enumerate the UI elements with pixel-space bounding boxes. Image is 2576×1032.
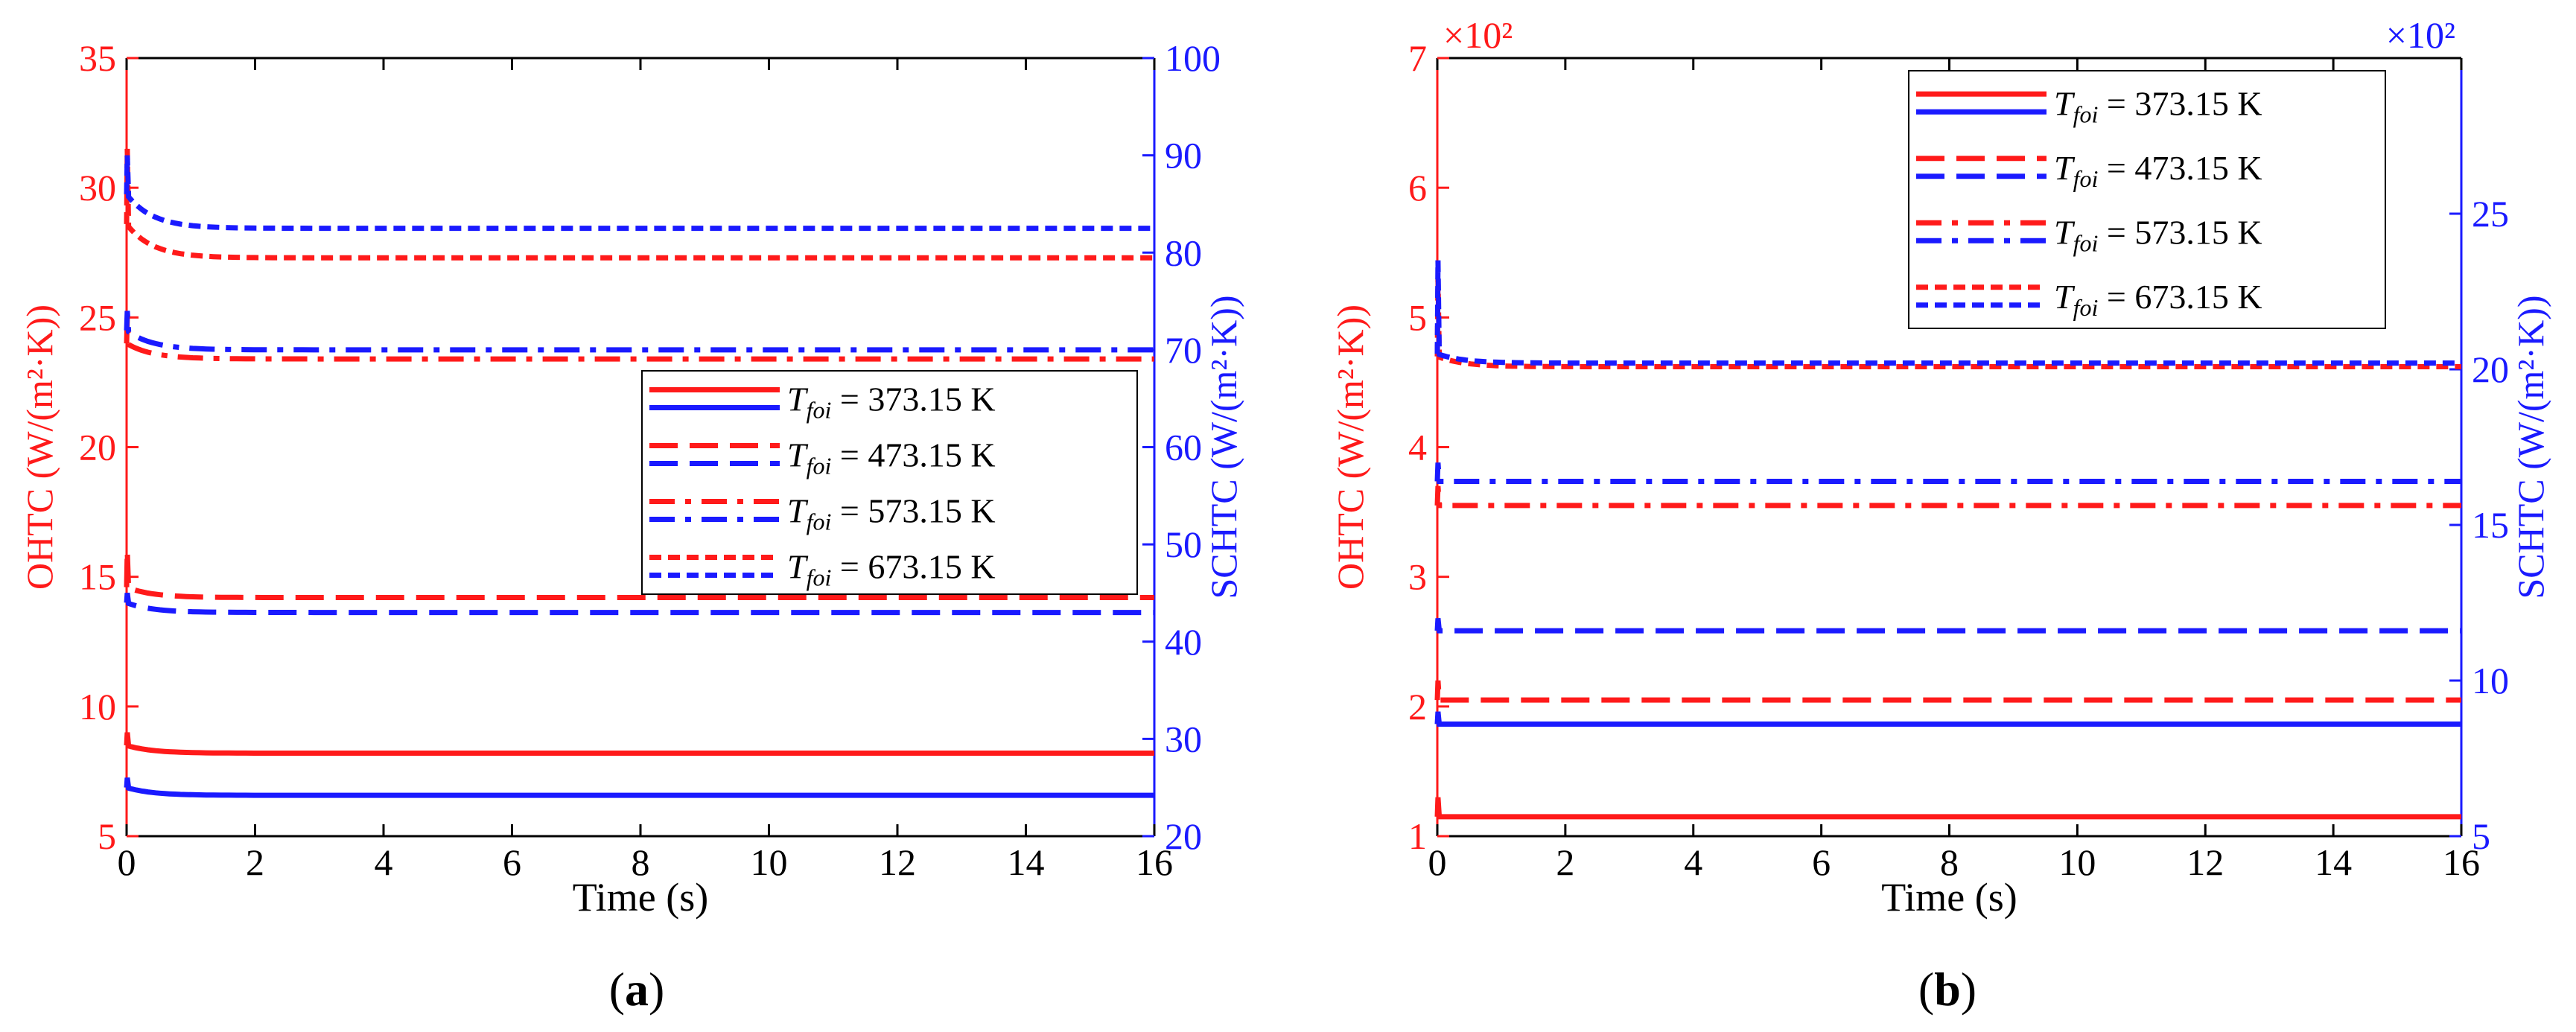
y-right-tick-label: 60 — [1165, 427, 1202, 468]
series-blue-dot-line — [124, 155, 1154, 232]
x-tick-label: 12 — [879, 841, 916, 883]
legend: Tfoi = 373.15 K Tfoi = 473.15 K Tfoi = 573… — [641, 370, 1138, 595]
y-left-tick-label: 6 — [1408, 167, 1427, 208]
series-red-dash-line — [1434, 680, 2461, 703]
y-left-tick-label: 2 — [1408, 686, 1427, 727]
chart-panel-a: 0 2 4 6 8 10 12 14 16 5 10 15 20 25 30 35 20 30 40 50 60 70 80… — [19, 37, 1244, 920]
y-right-tick-label: 30 — [1165, 718, 1202, 759]
x-tick-label: 12 — [2187, 841, 2224, 883]
x-tick-label: 10 — [751, 841, 788, 883]
y-left-tick-label: 30 — [79, 167, 116, 208]
legend-entry-label: Tfoi = 473.15 K — [2054, 149, 2262, 192]
series-blue-dot-line — [1434, 260, 2461, 366]
x-tick-label: 16 — [2443, 841, 2480, 883]
y-right-tick-label: 15 — [2472, 504, 2509, 546]
x-tick-label: 0 — [1428, 841, 1447, 883]
y-right-multiplier: ×10² — [2386, 14, 2455, 56]
x-tick-label: 2 — [1556, 841, 1574, 883]
legend-entry-label: Tfoi = 573.15 K — [787, 492, 996, 535]
y-right-tick-label: 90 — [1165, 135, 1202, 176]
x-tick-label: 2 — [246, 841, 264, 883]
x-axis-label: Time (s) — [1881, 875, 2017, 920]
y-left-tick-label: 35 — [79, 37, 116, 79]
y-right-tick-label: 10 — [2472, 660, 2509, 701]
series-blue-dashdot-line — [1434, 462, 2461, 484]
x-tick-label: 8 — [1940, 841, 1959, 883]
series-red-solid-line — [124, 732, 1154, 756]
x-tick-label: 14 — [1008, 841, 1045, 883]
y-right-tick-label: 20 — [1165, 815, 1202, 857]
y-left-tick-label: 5 — [1408, 296, 1427, 338]
series-blue-dashdot-line — [124, 310, 1154, 353]
y-left-tick-label: 10 — [79, 686, 116, 727]
series-red-dot-line — [1434, 278, 2461, 369]
legend-entry-label: Tfoi = 373.15 K — [2054, 84, 2262, 127]
x-tick-label: 6 — [503, 841, 521, 883]
y-left-tick-label: 4 — [1408, 427, 1427, 468]
legend-entry-label: Tfoi = 373.15 K — [787, 380, 996, 424]
y-left-tick-label: 1 — [1408, 815, 1427, 857]
y-left-tick-label: 7 — [1408, 37, 1427, 79]
y-left-axis-label: OHTC (W/(m²·K)) — [19, 305, 60, 590]
series-red-solid-line — [1434, 797, 2461, 820]
y-right-tick-label: 40 — [1165, 621, 1202, 663]
series-blue-dash-line — [1434, 618, 2461, 634]
legend-entry-label: Tfoi = 573.15 K — [2054, 213, 2262, 256]
y-right-tick-label: 80 — [1165, 232, 1202, 273]
x-axis-label: Time (s) — [573, 875, 709, 920]
y-left-tick-label: 5 — [98, 815, 116, 857]
y-left-axis-label: OHTC (W/(m²·K)) — [1329, 305, 1371, 590]
series-red-dot-line — [124, 148, 1154, 261]
y-right-tick-label: 70 — [1165, 329, 1202, 371]
x-tick-label: 6 — [1812, 841, 1831, 883]
series-red-dashdot-line — [1434, 485, 2461, 509]
y-right-axis-label: SCHTC (W/(m²·K)) — [2510, 296, 2551, 599]
x-tick-label: 4 — [1684, 841, 1702, 883]
x-tick-label: 8 — [632, 841, 650, 883]
y-left-tick-label: 3 — [1408, 556, 1427, 598]
y-right-tick-label: 50 — [1165, 523, 1202, 565]
legend: Tfoi = 373.15 K Tfoi = 473.15 K Tfoi = 573… — [1908, 70, 2386, 329]
legend-entry-label: Tfoi = 673.15 K — [787, 548, 996, 591]
y-right-axis-label: SCHTC (W/(m²·K)) — [1203, 296, 1244, 599]
legend-entry-label: Tfoi = 673.15 K — [2054, 278, 2262, 321]
y-left-tick-label: 20 — [79, 427, 116, 468]
legend-entry-label: Tfoi = 473.15 K — [787, 436, 996, 480]
panel-label: (b) — [1918, 963, 1976, 1016]
x-tick-label: 16 — [1136, 841, 1173, 883]
x-tick-label: 0 — [118, 841, 136, 883]
y-left-multiplier: ×10² — [1443, 14, 1513, 56]
series-red-dash-line — [124, 550, 1154, 600]
y-right-tick-label: 20 — [2472, 348, 2509, 390]
panel-label: (a) — [609, 963, 665, 1016]
y-left-tick-label: 15 — [79, 556, 116, 598]
y-right-tick-label: 25 — [2472, 193, 2509, 235]
y-right-tick-label: 100 — [1165, 37, 1221, 79]
x-tick-label: 4 — [375, 841, 393, 883]
series-blue-solid-line — [1434, 711, 2461, 727]
x-tick-label: 14 — [2315, 841, 2352, 883]
y-left-tick-label: 25 — [79, 296, 116, 338]
series-red-dashdot-line — [124, 317, 1154, 362]
y-right-tick-label: 5 — [2472, 815, 2490, 857]
series-blue-dash-line — [124, 592, 1154, 616]
series-blue-solid-line — [124, 777, 1154, 798]
x-tick-label: 10 — [2058, 841, 2096, 883]
